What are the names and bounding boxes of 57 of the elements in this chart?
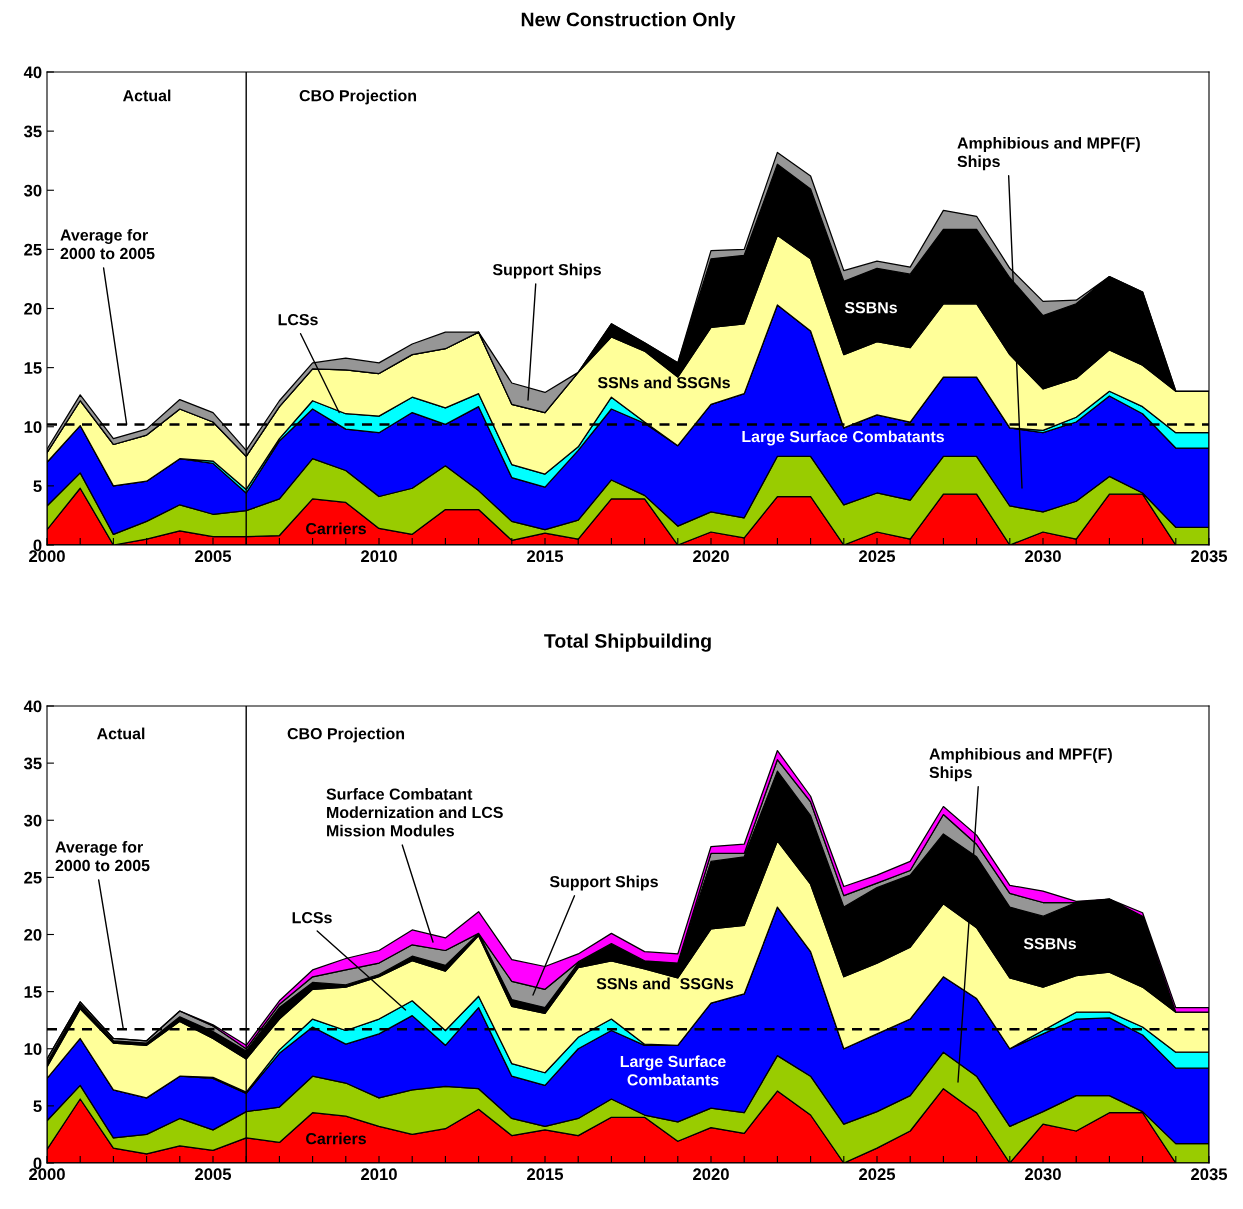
annotation: CBO Projection <box>299 89 417 105</box>
chart-title: Total Shipbuilding <box>544 633 711 652</box>
y-tick-label: 15 <box>24 986 42 998</box>
annotation: SSNs and SSGNs <box>596 977 734 990</box>
y-tick-label: 20 <box>24 302 42 315</box>
y-tick-label: 20 <box>24 928 42 941</box>
annotation: Average for 2000 to 2005 <box>55 841 150 872</box>
y-tick-label: 25 <box>24 243 42 256</box>
x-tick-label: 2025 <box>859 1168 896 1181</box>
annotation: Support Ships <box>549 875 658 891</box>
y-tick-label: 0 <box>33 539 42 552</box>
annotation: Support Ships <box>492 263 601 279</box>
annotation: Carriers <box>306 522 366 535</box>
y-tick-label: 0 <box>33 1157 42 1170</box>
x-tick-label: 2030 <box>1025 550 1061 563</box>
annotation: LCSs <box>292 911 332 924</box>
annotation: Carriers <box>306 1132 366 1145</box>
x-tick-label: 2015 <box>527 550 564 563</box>
annotation: Actual <box>96 727 145 740</box>
y-tick-label: 10 <box>24 1043 42 1055</box>
annotation: CBO Projection <box>287 727 405 743</box>
annotation: SSBNs <box>844 301 897 314</box>
x-tick-label: 2005 <box>195 550 232 563</box>
annotation: Large Surface Combatants <box>620 1055 726 1086</box>
x-tick-label: 2015 <box>527 1168 564 1181</box>
x-tick-label: 2010 <box>361 550 397 563</box>
annotation: Amphibious and MPF(F) Ships <box>929 748 1112 782</box>
x-tick-label: 2010 <box>361 1168 397 1181</box>
x-tick-label: 2020 <box>693 550 729 563</box>
x-tick-label: 2005 <box>195 1168 232 1181</box>
y-tick-label: 35 <box>23 757 42 770</box>
y-tick-label: 15 <box>24 362 42 374</box>
annotation: Amphibious and MPF(F) Ships <box>957 137 1140 171</box>
annotation: Surface Combatant Modernization and LCS Mission Modules <box>326 788 503 837</box>
x-tick-label: 2035 <box>1191 550 1228 563</box>
annotation: SSNs and SSGNs <box>597 376 730 389</box>
annotation: SSBNs <box>1023 937 1076 950</box>
x-tick-label: 2000 <box>29 1168 65 1181</box>
y-tick-label: 25 <box>24 871 42 884</box>
y-tick-label: 30 <box>23 184 42 197</box>
annotation: LCSs <box>278 313 318 326</box>
annotation: Average for 2000 to 2005 <box>60 229 155 260</box>
y-tick-label: 5 <box>33 480 42 493</box>
y-tick-label: 35 <box>23 125 42 138</box>
chart-title: New Construction Only <box>521 12 736 31</box>
x-tick-label: 2025 <box>859 550 896 563</box>
annotation: Actual <box>122 89 171 102</box>
annotation: Large Surface Combatants <box>742 430 944 446</box>
y-tick-label: 5 <box>33 1100 42 1113</box>
y-tick-label: 30 <box>23 814 42 827</box>
x-tick-label: 2020 <box>693 1168 729 1181</box>
y-tick-label: 40 <box>23 700 42 713</box>
y-tick-label: 10 <box>24 421 42 433</box>
x-tick-label: 2030 <box>1025 1168 1061 1181</box>
y-tick-label: 40 <box>23 66 42 79</box>
x-tick-label: 2000 <box>29 550 65 563</box>
x-tick-label: 2035 <box>1191 1168 1228 1181</box>
